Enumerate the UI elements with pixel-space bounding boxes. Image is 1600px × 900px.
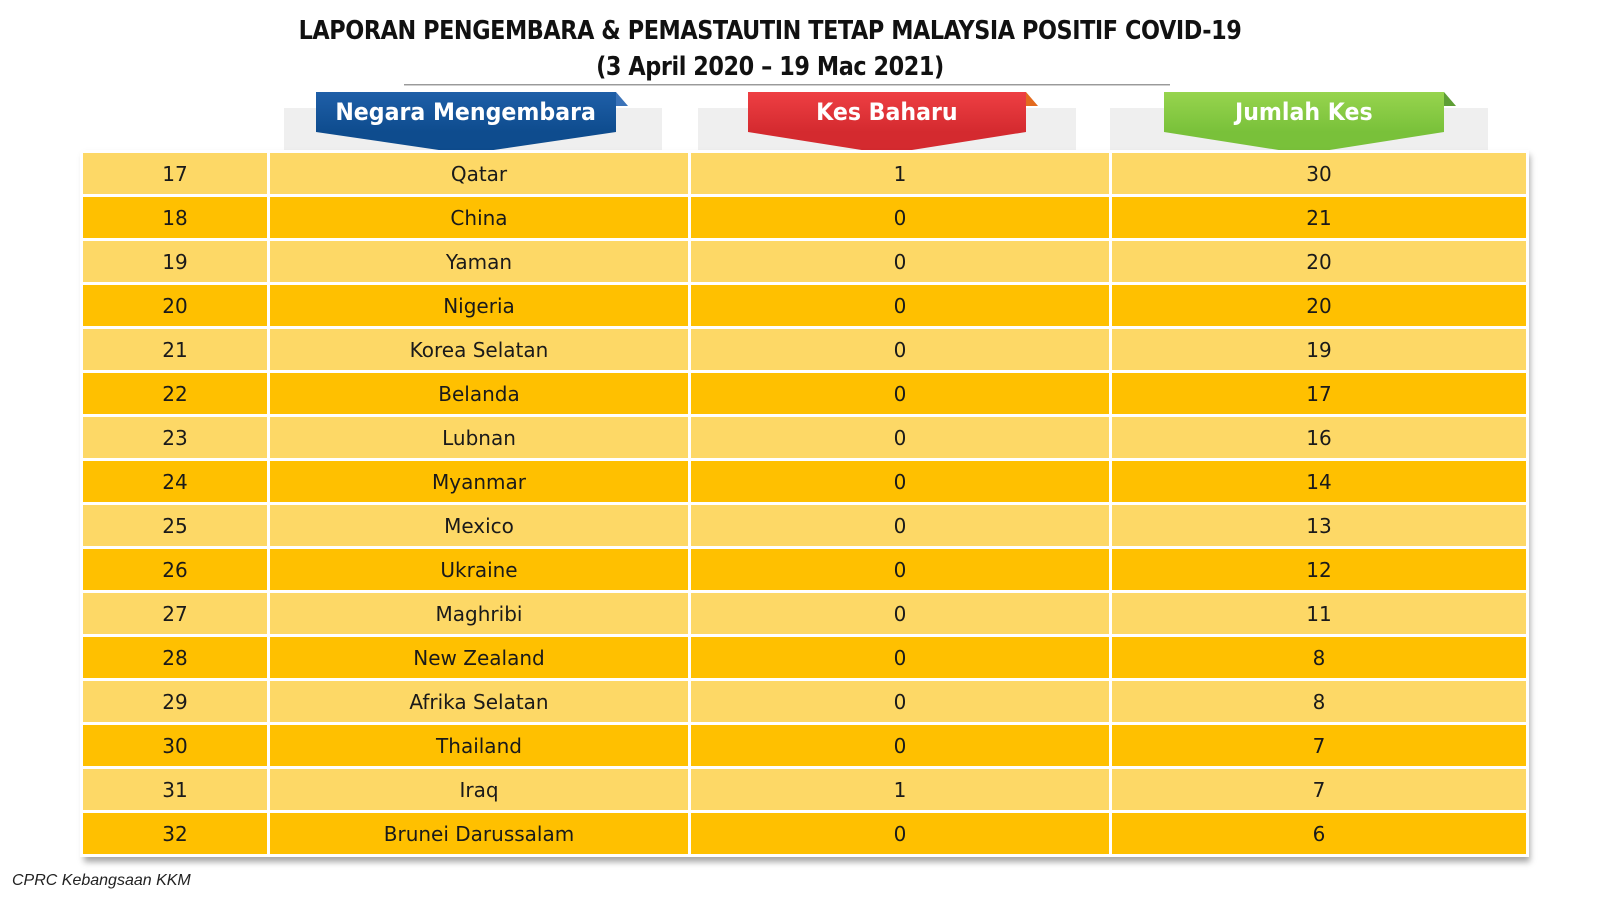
new-cases-header-arrow: [748, 132, 1026, 154]
total-cases-header-arrow: [1164, 132, 1444, 154]
table-row: 29 Afrika Selatan 0 8: [80, 678, 1529, 725]
total-cases-cell: 14: [1109, 458, 1529, 505]
table-row: 24 Myanmar 0 14: [80, 458, 1529, 505]
cases-table: 17 Qatar 1 30 18 China 0 21 19 Yaman 0 20 20 Nigeria 0…: [80, 150, 1529, 857]
new-cases-cell: 0: [688, 194, 1112, 241]
total-cases-header-label: Jumlah Kes: [1235, 98, 1373, 126]
country-cell: Ukraine: [267, 546, 691, 593]
new-cases-cell: 0: [688, 326, 1112, 373]
row-number-cell: 31: [80, 766, 270, 813]
new-cases-cell: 0: [688, 678, 1112, 725]
table-row: 25 Mexico 0 13: [80, 502, 1529, 549]
total-cases-header-fold: [1444, 92, 1456, 106]
row-number-cell: 28: [80, 634, 270, 681]
table-row: 17 Qatar 1 30: [80, 150, 1529, 197]
new-cases-cell: 0: [688, 634, 1112, 681]
row-number-cell: 23: [80, 414, 270, 461]
table-row: 30 Thailand 0 7: [80, 722, 1529, 769]
total-cases-cell: 20: [1109, 238, 1529, 285]
country-header-banner: Negara Mengembara: [316, 92, 616, 132]
country-cell: Mexico: [267, 502, 691, 549]
row-number-cell: 27: [80, 590, 270, 637]
cases-table-container: 17 Qatar 1 30 18 China 0 21 19 Yaman 0 20 20 Nigeria 0…: [80, 150, 1529, 857]
table-row: 22 Belanda 0 17: [80, 370, 1529, 417]
new-cases-cell: 1: [688, 150, 1112, 197]
new-cases-cell: 0: [688, 722, 1112, 769]
row-number-cell: 22: [80, 370, 270, 417]
total-cases-cell: 20: [1109, 282, 1529, 329]
table-row: 19 Yaman 0 20: [80, 238, 1529, 285]
table-row: 18 China 0 21: [80, 194, 1529, 241]
new-cases-header-fold: [1026, 92, 1038, 106]
row-number-cell: 24: [80, 458, 270, 505]
report-title: LAPORAN PENGEMBARA & PEMASTAUTIN TETAP M…: [298, 16, 1242, 46]
total-cases-cell: 8: [1109, 634, 1529, 681]
table-row: 28 New Zealand 0 8: [80, 634, 1529, 681]
total-cases-cell: 13: [1109, 502, 1529, 549]
new-cases-cell: 0: [688, 370, 1112, 417]
row-number-cell: 30: [80, 722, 270, 769]
row-number-cell: 18: [80, 194, 270, 241]
country-cell: Lubnan: [267, 414, 691, 461]
table-row: 26 Ukraine 0 12: [80, 546, 1529, 593]
new-cases-cell: 0: [688, 238, 1112, 285]
country-cell: Iraq: [267, 766, 691, 813]
row-number-cell: 25: [80, 502, 270, 549]
total-cases-cell: 7: [1109, 766, 1529, 813]
total-cases-cell: 12: [1109, 546, 1529, 593]
cases-table-body: 17 Qatar 1 30 18 China 0 21 19 Yaman 0 20 20 Nigeria 0…: [80, 150, 1529, 857]
country-cell: Qatar: [267, 150, 691, 197]
country-header-label: Negara Mengembara: [335, 98, 597, 126]
new-cases-header-banner: Kes Baharu: [748, 92, 1026, 132]
table-row: 20 Nigeria 0 20: [80, 282, 1529, 329]
new-cases-cell: 0: [688, 810, 1112, 857]
new-cases-header-label: Kes Baharu: [816, 98, 958, 126]
source-footer: CPRC Kebangsaan KKM: [12, 872, 191, 889]
new-cases-cell: 0: [688, 282, 1112, 329]
new-cases-cell: 0: [688, 590, 1112, 637]
new-cases-cell: 0: [688, 546, 1112, 593]
country-cell: Afrika Selatan: [267, 678, 691, 725]
country-header-arrow: [316, 132, 616, 154]
total-cases-cell: 17: [1109, 370, 1529, 417]
row-number-cell: 20: [80, 282, 270, 329]
title-divider: [404, 84, 1170, 86]
country-cell: Myanmar: [267, 458, 691, 505]
total-cases-cell: 8: [1109, 678, 1529, 725]
total-cases-cell: 19: [1109, 326, 1529, 373]
new-cases-cell: 0: [688, 458, 1112, 505]
table-row: 31 Iraq 1 7: [80, 766, 1529, 813]
country-cell: New Zealand: [267, 634, 691, 681]
table-row: 27 Maghribi 0 11: [80, 590, 1529, 637]
row-number-cell: 29: [80, 678, 270, 725]
country-cell: Thailand: [267, 722, 691, 769]
country-cell: China: [267, 194, 691, 241]
row-number-cell: 19: [80, 238, 270, 285]
table-row: 21 Korea Selatan 0 19: [80, 326, 1529, 373]
new-cases-cell: 1: [688, 766, 1112, 813]
new-cases-cell: 0: [688, 414, 1112, 461]
total-cases-cell: 30: [1109, 150, 1529, 197]
total-cases-cell: 16: [1109, 414, 1529, 461]
country-cell: Korea Selatan: [267, 326, 691, 373]
total-cases-header-banner: Jumlah Kes: [1164, 92, 1444, 132]
table-row: 32 Brunei Darussalam 0 6: [80, 810, 1529, 857]
country-cell: Brunei Darussalam: [267, 810, 691, 857]
table-row: 23 Lubnan 0 16: [80, 414, 1529, 461]
total-cases-cell: 11: [1109, 590, 1529, 637]
total-cases-cell: 7: [1109, 722, 1529, 769]
report-date-range: (3 April 2020 – 19 Mac 2021): [596, 52, 944, 82]
country-cell: Yaman: [267, 238, 691, 285]
country-header-fold: [616, 92, 628, 106]
country-cell: Maghribi: [267, 590, 691, 637]
row-number-cell: 26: [80, 546, 270, 593]
row-number-cell: 21: [80, 326, 270, 373]
new-cases-cell: 0: [688, 502, 1112, 549]
row-number-cell: 32: [80, 810, 270, 857]
row-number-cell: 17: [80, 150, 270, 197]
total-cases-cell: 6: [1109, 810, 1529, 857]
total-cases-cell: 21: [1109, 194, 1529, 241]
country-cell: Belanda: [267, 370, 691, 417]
country-cell: Nigeria: [267, 282, 691, 329]
